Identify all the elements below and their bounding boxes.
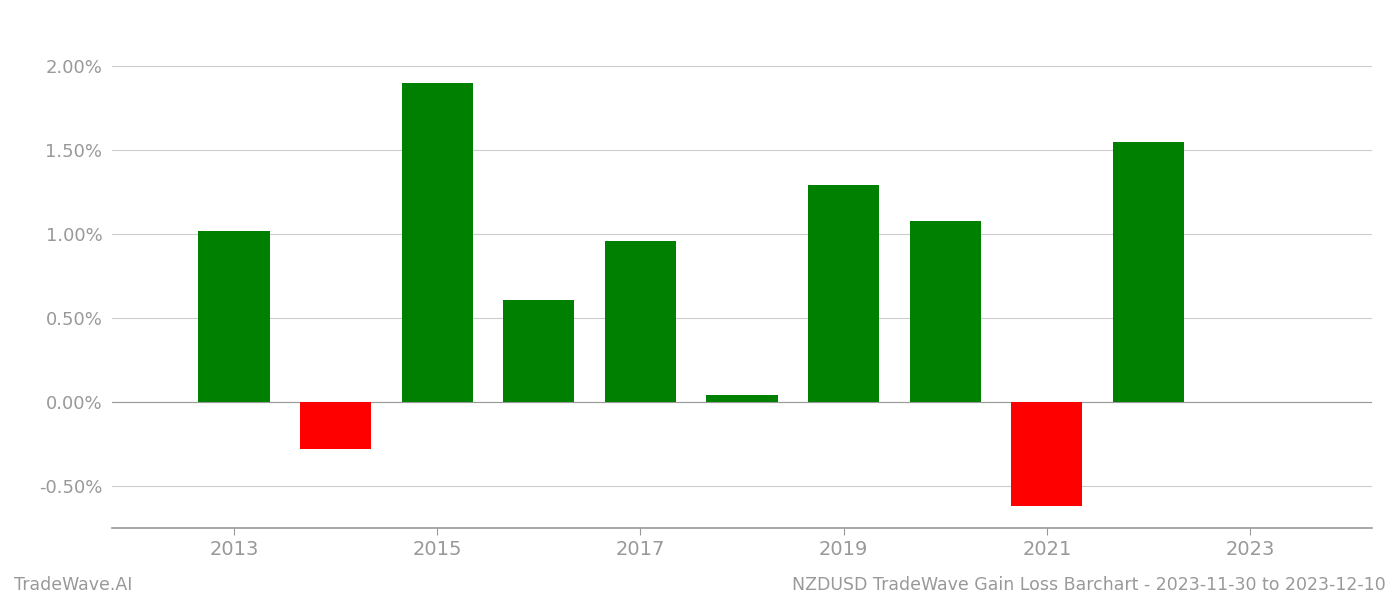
Bar <box>808 185 879 402</box>
Bar <box>1011 402 1082 506</box>
Bar <box>1113 142 1184 402</box>
Text: TradeWave.AI: TradeWave.AI <box>14 576 133 594</box>
Bar <box>605 241 676 402</box>
Bar <box>199 230 270 402</box>
Bar <box>707 395 777 402</box>
Bar <box>910 221 981 402</box>
Bar <box>503 299 574 402</box>
Text: NZDUSD TradeWave Gain Loss Barchart - 2023-11-30 to 2023-12-10: NZDUSD TradeWave Gain Loss Barchart - 20… <box>792 576 1386 594</box>
Bar <box>300 402 371 449</box>
Bar <box>402 83 473 402</box>
